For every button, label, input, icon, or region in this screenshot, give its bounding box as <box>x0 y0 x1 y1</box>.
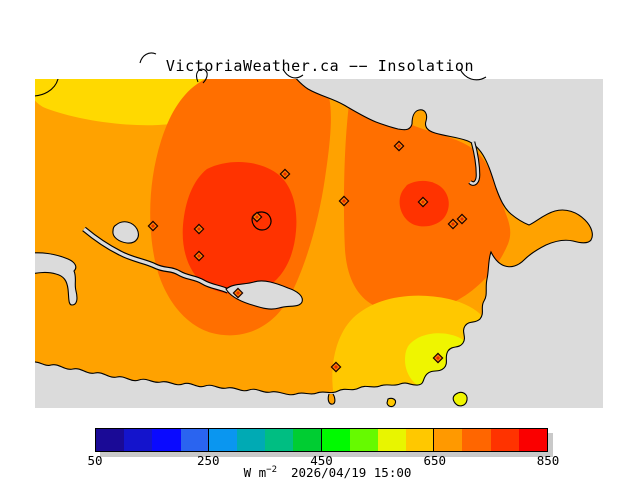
station-marker-center <box>436 356 440 360</box>
colorbar-segment <box>377 429 407 451</box>
colorbar-segment <box>208 429 237 451</box>
coast-fragment-1 <box>139 52 157 64</box>
coast-fragment-2 <box>196 68 208 84</box>
station-marker-center <box>197 227 201 231</box>
colorbar-segment <box>236 429 266 451</box>
station-marker-center <box>236 291 240 295</box>
colorbar-tick-label: 250 <box>196 453 220 468</box>
station-marker-center <box>451 222 455 226</box>
colorbar-tick-label: 850 <box>536 453 560 468</box>
station-marker-center <box>197 254 201 258</box>
colorbar-tick-label: 450 <box>310 453 333 468</box>
pond <box>112 221 139 244</box>
colorbar-segment <box>124 429 153 451</box>
island-south <box>386 397 397 408</box>
units-exponent: −2 <box>266 465 277 475</box>
station-marker-center <box>342 199 346 203</box>
colorbar-segment <box>96 429 125 451</box>
colorbar-tick-line <box>320 429 322 451</box>
coastline <box>35 79 593 396</box>
station-marker-center <box>151 224 155 228</box>
colorbar-legend: 50 250 450 650 850 W m−2 2026/04/19 15:00 <box>87 428 559 480</box>
units-label: W m <box>243 465 267 480</box>
station-marker-center <box>334 365 338 369</box>
coastline-fragments <box>139 52 487 84</box>
coast-hook-south <box>327 393 336 405</box>
colorbar-segment <box>152 429 181 451</box>
fjord-water <box>469 141 480 185</box>
colorbar-tick-line <box>433 429 435 451</box>
bay-west <box>35 252 78 306</box>
colorbar-tick-line <box>207 429 209 451</box>
station-marker-center <box>421 200 425 204</box>
island-southeast <box>452 391 468 407</box>
harbor <box>225 280 303 310</box>
coast-arc-northwest <box>35 79 59 97</box>
station-marker-center <box>397 144 401 148</box>
lake-outline <box>251 211 272 231</box>
colorbar-segment <box>518 429 547 451</box>
coast-fragment-4 <box>459 68 487 81</box>
colorbar-segment <box>462 429 491 451</box>
colorbar-tick-labels: 50 250 450 650 850 <box>87 453 559 468</box>
colorbar-caption: W m−2 2026/04/19 15:00 <box>244 465 412 480</box>
timestamp-label: 2026/04/19 15:00 <box>291 465 412 480</box>
station-marker-center <box>255 215 259 219</box>
colorbar-segment <box>434 429 463 451</box>
contour-red-core-west <box>182 162 297 295</box>
station-marker-center <box>283 172 287 176</box>
station-markers <box>147 140 468 373</box>
colorbar-segment <box>293 429 322 451</box>
coast-fragment-3 <box>282 68 304 79</box>
colorbar-segment <box>265 429 294 451</box>
page-title: VictoriaWeather.ca −− Insolation <box>165 57 475 75</box>
colorbar-segment <box>490 429 519 451</box>
colorbar-segment <box>349 429 378 451</box>
channel-inlet-water <box>82 227 229 293</box>
colorbar-tick-label: 50 <box>87 453 103 468</box>
colorbar-segment <box>406 429 435 451</box>
colorbar <box>95 428 548 452</box>
colorbar-tick-label: 650 <box>423 453 447 468</box>
colorbar-segment <box>180 429 209 451</box>
colorbar-segment <box>321 429 350 451</box>
station-marker-center <box>460 217 464 221</box>
